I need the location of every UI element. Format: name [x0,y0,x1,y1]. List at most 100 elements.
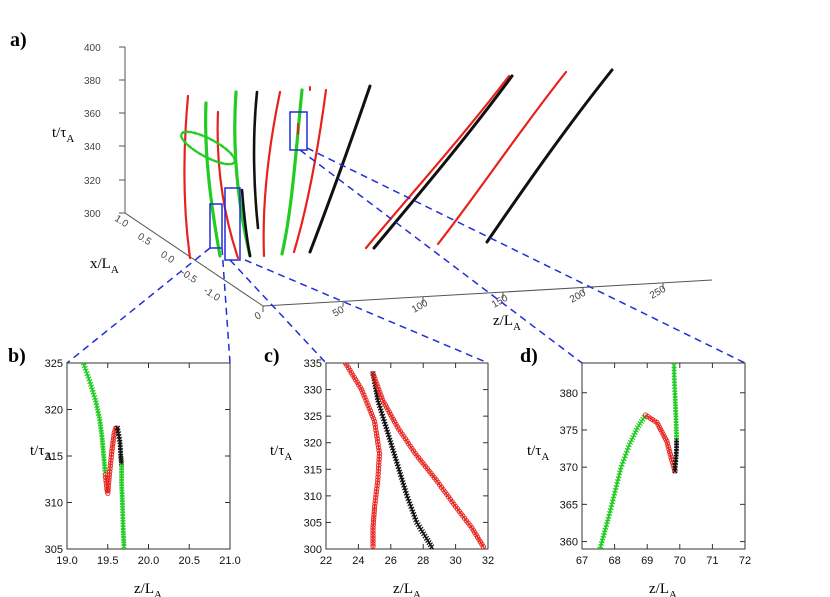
t-tick-label: 340 [84,142,101,153]
z-tick-label: 200 [568,288,588,306]
trajectory-green [233,90,252,258]
y-tick-label: 310 [304,491,322,503]
t-tick-label: 360 [84,109,101,120]
connector-d-right [306,147,746,364]
data-point [664,438,670,444]
data-point [370,530,376,536]
data-point [110,435,117,441]
data-point [375,439,381,445]
data-point [105,487,111,494]
data-point [378,392,384,398]
data-point [109,448,115,455]
y-axis-title: t/τA [270,443,292,463]
zoom-box-b [209,203,223,249]
data-point [370,416,377,422]
y-tick-label: 380 [560,388,578,400]
data-point [106,479,112,486]
x-tick-label: 32 [482,555,494,567]
x-tick-label: 21.0 [219,555,240,567]
data-point [371,506,378,512]
series-group [597,363,680,549]
x-axis-title: z/LA [649,581,677,597]
data-point [372,497,378,504]
trajectory-red [216,110,240,260]
panel-label-c: c) [264,345,280,367]
data-point [665,443,671,450]
y-tick-label: 310 [45,498,63,510]
data-point [372,421,378,428]
connector-c-right [244,259,489,364]
data-point [367,408,373,414]
data-point [370,543,376,549]
data-point [106,474,112,480]
y-tick-label: 320 [45,405,63,417]
zoom-boxes [209,111,308,261]
z-tick-label: 250 [648,284,668,302]
trajectory-red [183,94,192,260]
data-point [664,441,671,447]
data-point [110,440,116,447]
data-point [108,451,115,457]
data-point [619,461,625,467]
data-point [373,430,380,436]
x-tick-label: 68 [608,555,620,567]
data-point [669,459,676,466]
data-point [374,381,380,387]
panel-a: a) 400 380 360 340 320 300 [10,29,746,364]
data-point [108,457,114,463]
data-point [370,517,377,523]
y-tick-label: 365 [560,499,578,511]
panel-a-trajectories [179,68,614,260]
data-point [360,389,366,395]
series-group [342,363,486,549]
data-point [375,441,381,448]
data-point [376,453,382,459]
data-point [667,451,673,458]
data-point [373,492,379,498]
data-point [109,443,116,449]
z-tick-label: 0 [253,310,264,323]
y-tick-label: 360 [560,537,578,549]
data-point [379,394,385,401]
data-point [108,454,114,460]
data-point [358,386,365,393]
t-tick-label: 320 [84,176,101,187]
data-point [370,522,376,528]
panel-label-b: b) [8,345,26,367]
data-point [374,486,380,492]
data-point [342,363,349,366]
t-axis-title: t/τA [52,125,74,145]
x-tick-label: 1.0 [112,213,130,230]
data-point [106,477,112,483]
x-tick-label: 24 [352,555,364,567]
data-point [361,392,367,398]
data-point [364,400,370,406]
z-axis-line [262,279,713,307]
x-tick-label: 19.5 [97,555,118,567]
data-point [375,444,382,451]
data-point [374,436,380,442]
trajectory-black [485,68,614,244]
x-tick-label: 67 [576,555,588,567]
x-tick-label: 20.0 [138,555,159,567]
data-point [110,438,116,444]
x-tick-label: 70 [674,555,686,567]
trajectory-red [292,88,328,254]
trajectory-black [240,188,252,258]
x-tick-label: 72 [739,555,751,567]
data-point [375,468,382,474]
z-tick-label: 50 [331,304,347,319]
data-point [370,527,376,534]
data-point [370,533,376,539]
y-tick-label: 315 [45,451,63,463]
data-point [376,447,382,454]
data-point [373,489,380,495]
data-point [368,410,375,417]
panel-label-d: d) [520,345,538,367]
data-point [102,474,109,481]
data-point [107,460,114,466]
x-axis-line [124,212,264,307]
data-point [369,413,376,419]
data-point [375,465,382,471]
